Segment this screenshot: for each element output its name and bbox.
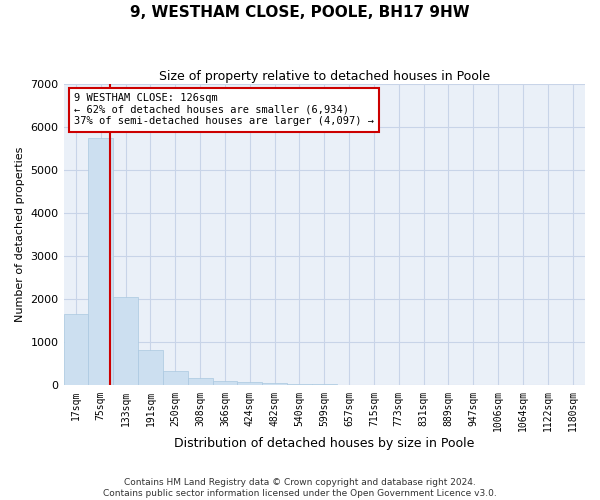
Bar: [287, 384, 312, 386]
Y-axis label: Number of detached properties: Number of detached properties: [15, 147, 25, 322]
Bar: [238, 382, 262, 386]
Bar: [312, 384, 337, 386]
Bar: [64, 314, 88, 386]
Text: 9 WESTHAM CLOSE: 126sqm
← 62% of detached houses are smaller (6,934)
37% of semi: 9 WESTHAM CLOSE: 126sqm ← 62% of detache…: [74, 93, 374, 126]
Bar: [212, 380, 238, 386]
Text: Contains HM Land Registry data © Crown copyright and database right 2024.
Contai: Contains HM Land Registry data © Crown c…: [103, 478, 497, 498]
Bar: [138, 350, 163, 386]
Bar: [88, 138, 113, 386]
Text: 9, WESTHAM CLOSE, POOLE, BH17 9HW: 9, WESTHAM CLOSE, POOLE, BH17 9HW: [130, 5, 470, 20]
Bar: [113, 297, 138, 386]
Bar: [188, 378, 212, 386]
X-axis label: Distribution of detached houses by size in Poole: Distribution of detached houses by size …: [174, 437, 475, 450]
Title: Size of property relative to detached houses in Poole: Size of property relative to detached ho…: [159, 70, 490, 83]
Bar: [163, 372, 188, 386]
Bar: [337, 384, 362, 386]
Bar: [262, 383, 287, 386]
